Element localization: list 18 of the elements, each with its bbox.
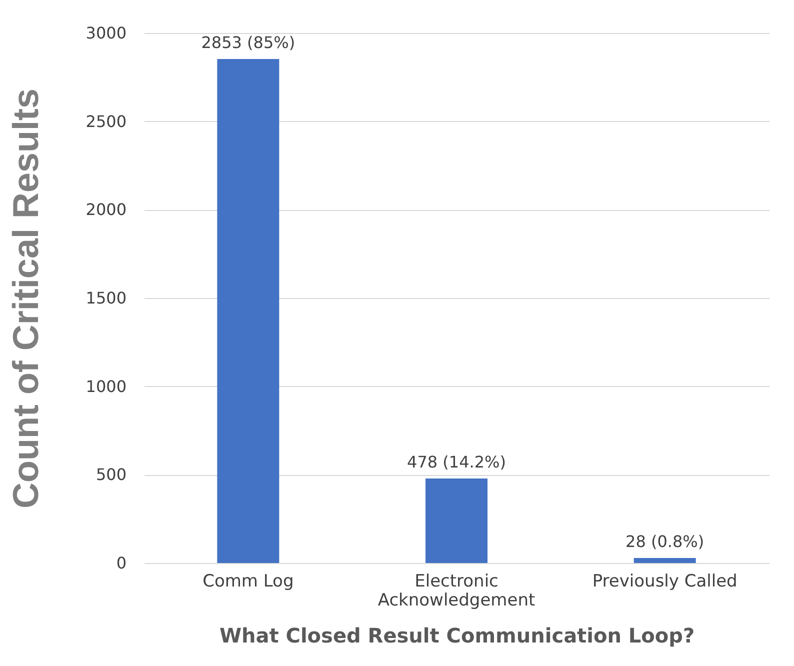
y-tick-label: 1000 [86,376,126,396]
data-label: 28 (0.8%) [626,532,704,552]
y-tick-label: 3000 [86,24,126,42]
y-tick-label: 0 [116,554,126,572]
x-tick-label: Previously Called [592,572,738,592]
x-axis-title: What Closed Result Communication Loop? [219,624,695,648]
y-tick-label: 1500 [86,288,126,308]
x-tick-label: Electronic Acknowledgement [378,572,536,610]
y-axis-title: Count of Critical Results [4,88,46,509]
y-tick-label: 500 [96,465,126,484]
y-tick-label: 2000 [86,200,126,220]
y-tick-label: 2500 [86,112,126,131]
bar [634,558,696,563]
data-label: 478 (14.2%) [407,452,506,472]
bar [426,478,488,563]
data-label: 2853 (85%) [201,32,296,52]
bar [217,58,280,563]
x-tick-label: Comm Log [202,572,294,592]
